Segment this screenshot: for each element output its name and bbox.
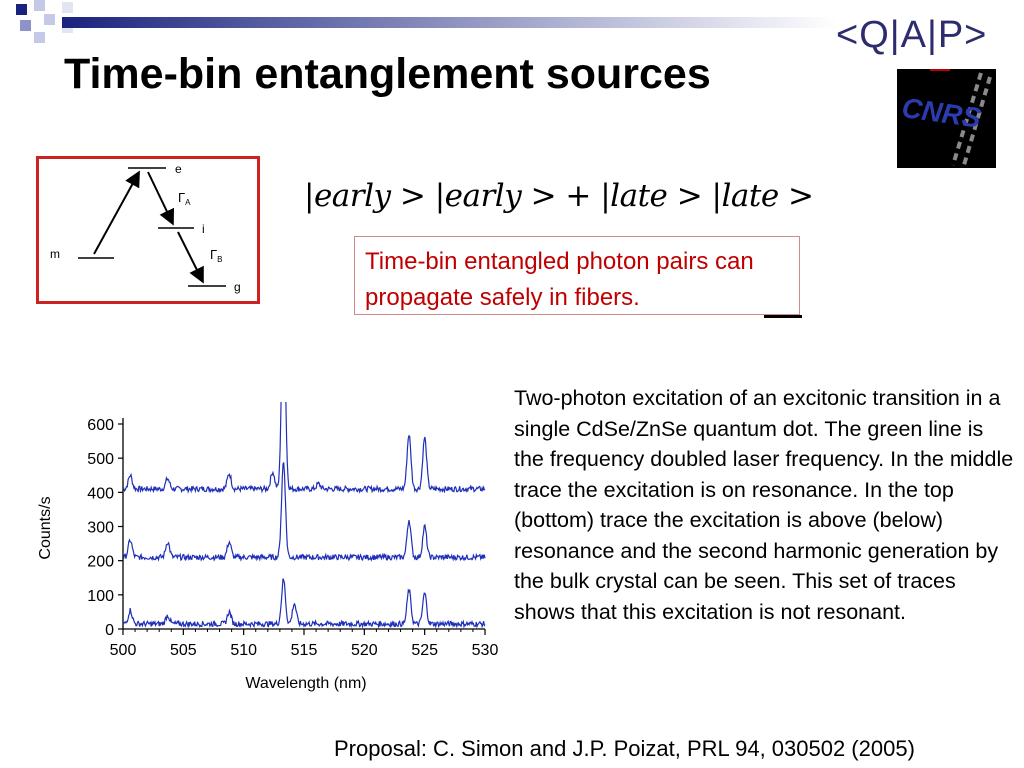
level-i-label: i <box>202 222 205 236</box>
reference-citation: Proposal: C. Simon and J.P. Poizat, PRL … <box>334 736 915 761</box>
cnrs-logo-accent <box>930 69 950 71</box>
header-square <box>44 14 55 25</box>
level-m-label: m <box>50 247 60 261</box>
rate-a-label: ΓA <box>178 190 191 207</box>
x-tick-label: 515 <box>291 642 318 659</box>
header-square <box>34 0 45 11</box>
rate-b-subscript: B <box>217 255 222 264</box>
decay-a-arrow <box>147 171 175 226</box>
y-tick-label: 0 <box>105 622 114 639</box>
y-tick-label: 200 <box>87 554 114 571</box>
spectrum-trace-2 <box>122 462 486 562</box>
spectrum-chart: 500 505 510 515 520 525 530 0 100 200 300 400 500 600… <box>37 402 498 692</box>
x-tick-label: 530 <box>472 642 499 659</box>
callout-box: Time-bin entangled photon pairs can prop… <box>354 236 800 315</box>
y-tick-label: 400 <box>87 485 114 502</box>
rate-b-symbol: Γ <box>210 247 217 262</box>
rate-b-label: ΓB <box>210 247 223 264</box>
header-square <box>16 4 27 15</box>
header-square <box>20 20 31 31</box>
figure-caption: Two-photon excitation of an excitonic tr… <box>514 386 1014 624</box>
header-square <box>34 32 45 43</box>
rate-a-symbol: Γ <box>178 190 185 205</box>
spectrum-trace-3 <box>122 578 486 629</box>
callout-underline <box>764 315 802 318</box>
qiap-logo: <Q|A|P> <box>836 14 987 57</box>
x-tick-label: 500 <box>110 642 137 659</box>
cnrs-logo: CNRS <box>897 69 996 168</box>
rate-a-subscript: A <box>185 198 191 207</box>
level-e-label: e <box>175 162 182 176</box>
header-decoration <box>16 0 837 43</box>
y-tick-label: 600 <box>87 417 114 434</box>
x-tick-label: 505 <box>170 642 197 659</box>
energy-level-diagram: e i g m ΓA ΓB <box>36 156 260 304</box>
chart-traces <box>122 402 486 629</box>
level-g-label: g <box>234 280 241 294</box>
decay-b-arrow <box>177 231 204 284</box>
header-square <box>62 2 73 13</box>
callout-text: Time-bin entangled photon pairs can prop… <box>365 248 754 311</box>
diagram-border <box>36 156 260 304</box>
spectrum-trace-1 <box>122 402 486 494</box>
chart-axes: 500 505 510 515 520 525 530 0 100 200 300 400 500 600 <box>87 417 498 659</box>
x-axis-label: Wavelength (nm) <box>245 675 366 692</box>
entangled-state-formula: |early > |early > + |late > |late > <box>304 178 814 214</box>
y-tick-label: 300 <box>87 520 114 537</box>
x-tick-label: 510 <box>230 642 257 659</box>
y-tick-label: 100 <box>87 588 114 605</box>
excitation-arrow <box>93 170 140 255</box>
slide-title: Time-bin entanglement sources <box>64 50 711 98</box>
header-rule <box>62 17 837 28</box>
y-axis-label: Counts/s <box>37 496 54 559</box>
y-tick-label: 500 <box>87 451 114 468</box>
x-tick-label: 520 <box>351 642 378 659</box>
x-tick-label: 525 <box>411 642 438 659</box>
qiap-logo-text: <Q|A|P> <box>836 14 988 56</box>
